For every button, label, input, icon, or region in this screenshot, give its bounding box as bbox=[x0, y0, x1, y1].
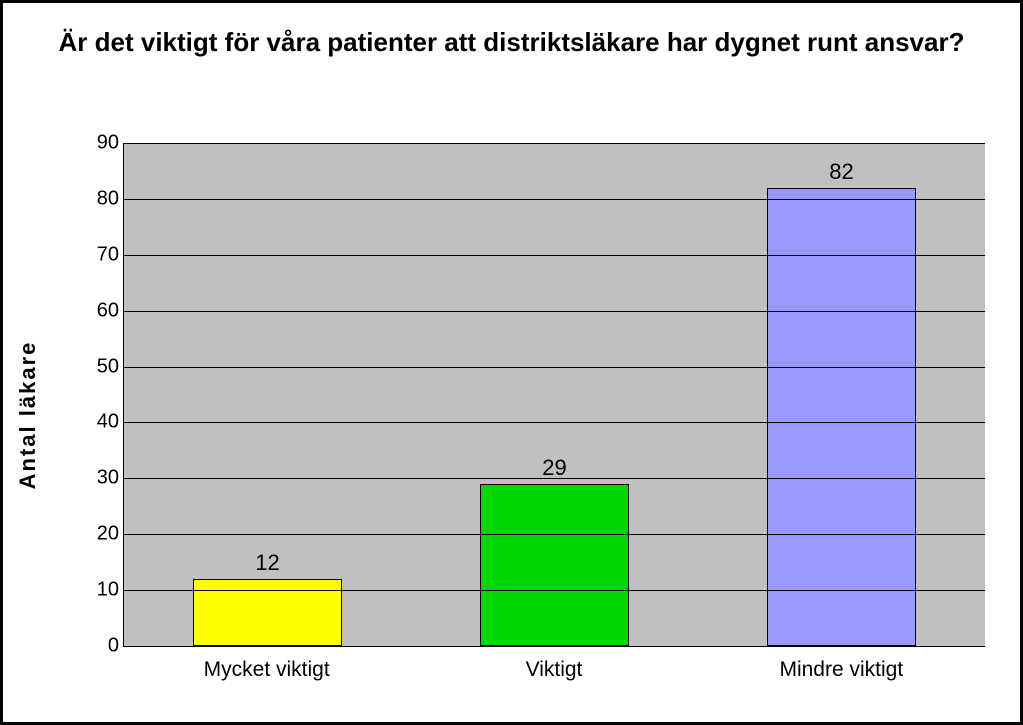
y-tick-label: 80 bbox=[79, 187, 119, 210]
gridline bbox=[124, 478, 985, 479]
bar-value-label: 29 bbox=[481, 455, 628, 481]
y-tick-label: 10 bbox=[79, 579, 119, 602]
plot-area: 122982 0102030405060708090 bbox=[123, 143, 985, 647]
bar: 12 bbox=[193, 579, 342, 646]
gridline bbox=[124, 367, 985, 368]
gridline bbox=[124, 143, 985, 144]
bar-value-label: 12 bbox=[194, 550, 341, 576]
y-tick-label: 30 bbox=[79, 467, 119, 490]
x-category-label: Mindre viktigt bbox=[698, 658, 985, 682]
y-tick-label: 70 bbox=[79, 243, 119, 266]
x-category-label: Mycket viktigt bbox=[123, 658, 410, 682]
gridline bbox=[124, 255, 985, 256]
y-tick-label: 50 bbox=[79, 355, 119, 378]
y-tick-label: 40 bbox=[79, 411, 119, 434]
bars-container: 12 29 82 bbox=[124, 143, 985, 646]
y-tick-label: 60 bbox=[79, 299, 119, 322]
x-category-label: Viktigt bbox=[410, 658, 697, 682]
gridline bbox=[124, 199, 985, 200]
chart-body: Antal läkare 122982 0102030405060708090 … bbox=[38, 138, 990, 692]
y-axis-label: Antal läkare bbox=[15, 341, 41, 490]
x-axis-labels: Mycket viktigtViktigtMindre viktigt bbox=[123, 652, 985, 687]
chart-title: Är det viktigt för våra patienter att di… bbox=[3, 3, 1020, 70]
bar-value-label: 82 bbox=[768, 159, 915, 185]
gridline bbox=[124, 534, 985, 535]
y-tick-label: 90 bbox=[79, 132, 119, 155]
bar: 82 bbox=[767, 188, 916, 646]
bar: 29 bbox=[480, 484, 629, 646]
gridline bbox=[124, 590, 985, 591]
gridline bbox=[124, 422, 985, 423]
gridline bbox=[124, 311, 985, 312]
chart-frame: Är det viktigt för våra patienter att di… bbox=[0, 0, 1023, 725]
y-tick-label: 20 bbox=[79, 523, 119, 546]
y-tick-label: 0 bbox=[79, 635, 119, 658]
